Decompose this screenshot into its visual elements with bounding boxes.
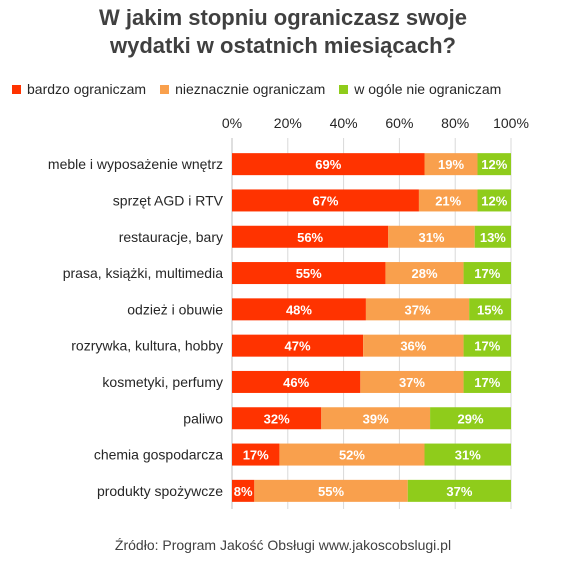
data-label: 17% (474, 339, 500, 354)
bar-segment (232, 298, 366, 321)
data-label: 55% (296, 266, 322, 281)
bar-segment (232, 189, 419, 212)
bar-segment (418, 189, 478, 212)
data-label: 32% (264, 411, 290, 426)
x-tick-label: 60% (385, 115, 413, 131)
bar-segment (360, 370, 464, 393)
bar-segment (463, 334, 511, 357)
x-tick-label: 40% (330, 115, 358, 131)
data-label: 47% (285, 339, 311, 354)
bar-segment (424, 443, 511, 466)
data-label: 21% (435, 193, 461, 208)
legend-item-bardzo: bardzo ograniczam (12, 81, 146, 97)
data-label: 52% (339, 448, 365, 463)
bar-segment (477, 153, 511, 176)
bar-segment (463, 370, 511, 393)
data-label: 37% (405, 302, 431, 317)
data-label: 28% (411, 266, 437, 281)
legend-swatch-bardzo (12, 84, 21, 94)
bar-segment (477, 189, 511, 212)
legend-swatch-wogole (339, 84, 349, 94)
x-tick-label: 0% (222, 115, 242, 131)
stacked-bar-chart: 0% 20% 40% 60% 80% 100% meble i wyposażenie wn… (48, 115, 529, 509)
chart-legend: bardzo ograniczam nieznacznie ograniczam… (12, 79, 562, 99)
chart-title-line-1: W jakim stopniu ograniczasz swoje (99, 5, 467, 30)
data-label: 12% (481, 193, 507, 208)
bar-segment (407, 479, 511, 502)
category-label: restauracje, bary (119, 229, 223, 245)
bar-segment (232, 370, 361, 393)
chart-title: W jakim stopniu ograniczasz swoje wydatk… (0, 4, 566, 60)
bar-segment (279, 443, 425, 466)
data-label: 31% (455, 448, 481, 463)
data-label: 17% (474, 375, 500, 390)
bar-segment (321, 407, 431, 430)
data-label: 17% (243, 448, 269, 463)
x-tick-label: 80% (441, 115, 469, 131)
x-tick-label: 20% (274, 115, 302, 131)
data-label: 46% (283, 375, 309, 390)
bar-segment (469, 298, 511, 321)
legend-item-nieznacznie: nieznacznie ograniczam (160, 81, 325, 97)
bar-segment (232, 407, 322, 430)
bar-segment (254, 479, 408, 502)
legend-label-bardzo: bardzo ograniczam (27, 81, 147, 97)
category-label: rozrywka, kultura, hobby (71, 338, 223, 354)
category-label: chemia gospodarcza (94, 447, 223, 463)
legend-label-wogole: w ogóle nie ograniczam (354, 81, 502, 97)
data-label: 69% (315, 157, 341, 172)
legend-item-wogole: w ogóle nie ograniczam (339, 81, 501, 97)
bar-segment (232, 153, 425, 176)
bar-segment (365, 298, 470, 321)
category-label: odzież i obuwie (127, 301, 223, 317)
data-label: 29% (458, 411, 484, 426)
data-label: 37% (399, 375, 425, 390)
bar-segment (232, 225, 389, 248)
bar-segment (232, 443, 280, 466)
bar-segment (363, 334, 464, 357)
category-label: kosmetyki, perfumy (102, 374, 223, 390)
data-label: 31% (418, 230, 444, 245)
data-label: 8% (234, 484, 253, 499)
bar-segment (385, 262, 464, 285)
data-label: 67% (312, 193, 338, 208)
source-note: Źródło: Program Jakość Obsługi www.jakos… (114, 537, 452, 553)
data-label: 19% (438, 157, 464, 172)
bar-segment (232, 334, 364, 357)
category-label: sprzęt AGD i RTV (113, 192, 224, 208)
bar-segment (232, 262, 386, 285)
chart-title-line-2: wydatki w ostatnich miesiącach? (109, 33, 456, 58)
legend-label-nieznacznie: nieznacznie ograniczam (175, 81, 326, 97)
bar-segment (424, 153, 478, 176)
category-label: paliwo (183, 410, 223, 426)
bar-segment (463, 262, 511, 285)
bar-segment (474, 225, 511, 248)
data-label: 15% (477, 302, 503, 317)
x-tick-label: 100% (493, 115, 529, 131)
bar-segment (388, 225, 475, 248)
bar-segment (430, 407, 511, 430)
data-label: 39% (363, 411, 389, 426)
data-label: 48% (286, 302, 312, 317)
data-label: 17% (474, 266, 500, 281)
data-label: 56% (297, 230, 323, 245)
data-label: 12% (481, 157, 507, 172)
category-label: meble i wyposażenie wnętrz (48, 156, 223, 172)
legend-swatch-nieznacznie (160, 84, 170, 94)
data-label: 36% (400, 339, 426, 354)
category-label: prasa, książki, multimedia (63, 265, 223, 281)
data-label: 13% (480, 230, 506, 245)
category-label: produkty spożywcze (97, 483, 223, 499)
data-label: 55% (318, 484, 344, 499)
data-label: 37% (446, 484, 472, 499)
bar-segment (232, 479, 255, 502)
